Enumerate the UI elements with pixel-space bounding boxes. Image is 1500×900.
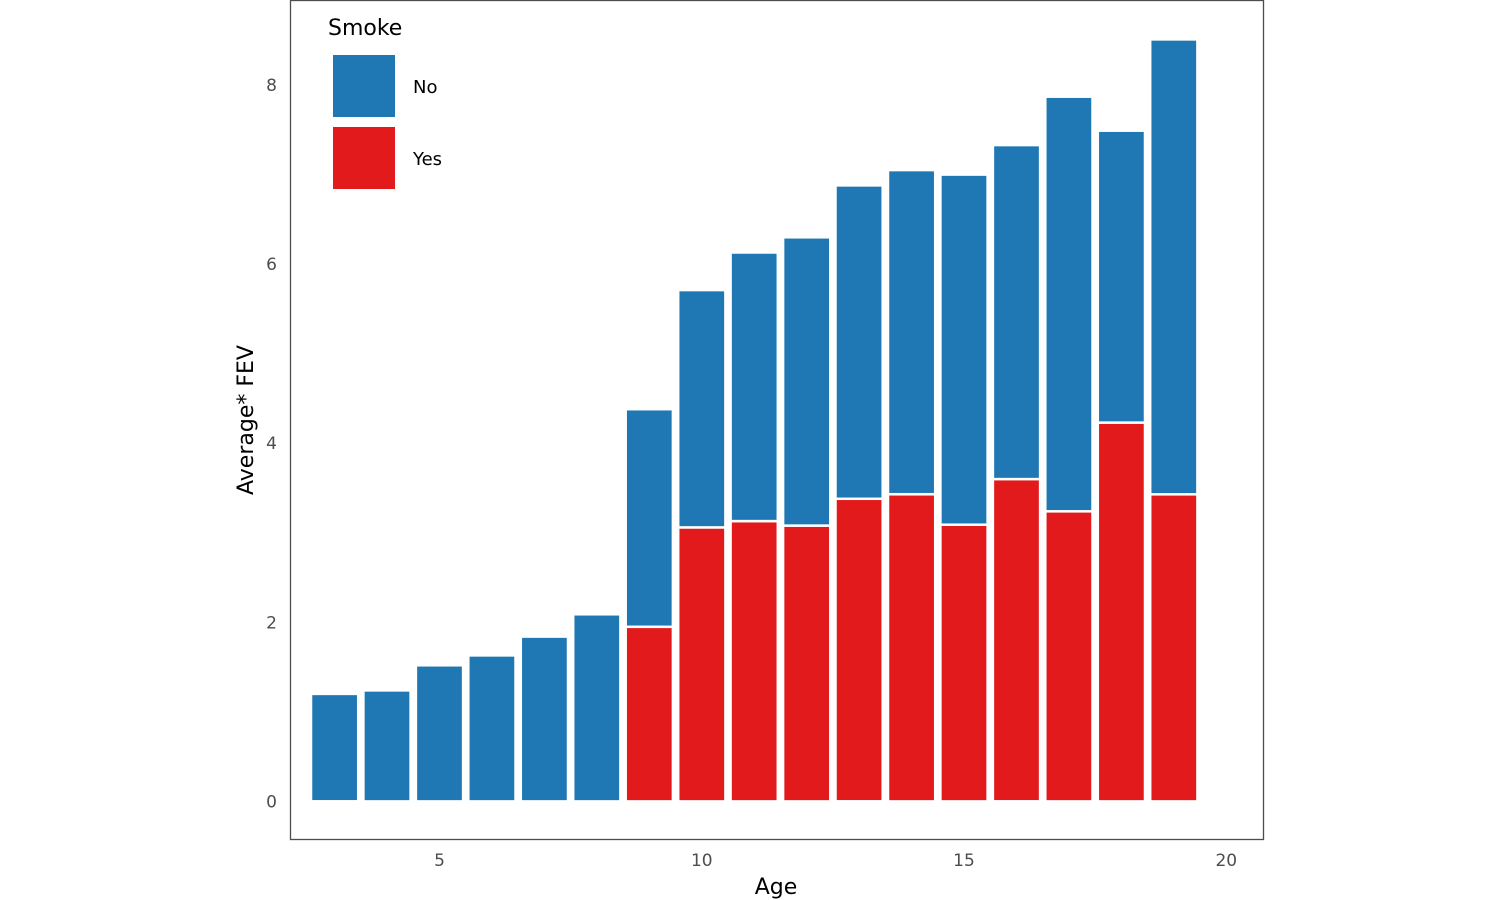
legend: Smoke No Yes [328, 16, 442, 189]
x-tick-label: 20 [1215, 851, 1237, 871]
legend-label-yes: Yes [412, 149, 442, 170]
legend-swatch-yes [333, 127, 395, 189]
bar-age-5-no [414, 664, 465, 803]
bar-age-7-no [519, 635, 570, 803]
x-axis-ticks: 5 10 15 20 [434, 851, 1237, 871]
bar-age-4-no [362, 689, 412, 803]
bar-age-13-no [834, 184, 884, 501]
bar-age-18-yes [1096, 421, 1147, 803]
y-axis-title: Average* FEV [234, 345, 259, 495]
x-axis-title: Age [755, 875, 798, 900]
bar-age-17-yes [1044, 510, 1094, 803]
y-tick-label: 4 [266, 434, 277, 454]
bar-age-12-yes [781, 524, 832, 803]
bar-age-17-no [1044, 95, 1094, 513]
x-tick-label: 10 [691, 851, 713, 871]
legend-swatch-no [333, 55, 395, 117]
bar-age-18-no [1096, 129, 1147, 424]
y-tick-label: 2 [266, 613, 277, 633]
y-axis-ticks: 0 2 4 6 8 [266, 76, 277, 812]
bar-age-6-no [467, 654, 517, 803]
x-tick-label: 5 [434, 851, 445, 871]
bar-age-9-no [624, 407, 675, 629]
bar-age-12-no [781, 236, 832, 527]
bar-age-13-yes [834, 497, 884, 803]
y-tick-label: 8 [266, 76, 277, 96]
y-tick-label: 6 [266, 255, 277, 275]
bar-age-10-yes [676, 526, 727, 803]
bar-age-19-no [1148, 38, 1199, 496]
bar-age-10-no [676, 288, 727, 529]
bar-age-3-no [309, 692, 360, 803]
bar-age-15-yes [939, 523, 989, 803]
bar-age-11-yes [729, 519, 780, 803]
legend-title: Smoke [328, 16, 402, 41]
legend-label-no: No [413, 77, 437, 98]
bar-age-8-no [571, 613, 622, 803]
bar-age-11-no [729, 251, 780, 523]
bars-layer [309, 38, 1199, 803]
bar-age-16-yes [991, 477, 1042, 803]
bar-age-14-yes [886, 493, 937, 803]
x-tick-label: 15 [953, 851, 975, 871]
bar-age-19-yes [1148, 493, 1199, 803]
bar-age-14-no [886, 168, 937, 496]
bar-age-16-no [991, 143, 1042, 481]
bar-age-15-no [939, 173, 989, 526]
bar-age-9-yes [624, 625, 675, 803]
y-tick-label: 0 [266, 792, 277, 812]
